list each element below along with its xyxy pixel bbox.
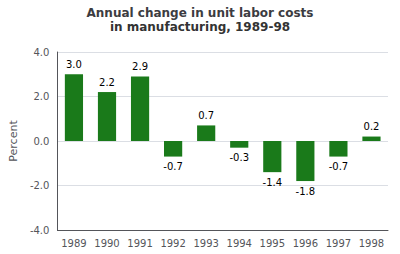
svg-text:in manufacturing, 1989-98: in manufacturing, 1989-98 [110, 20, 290, 34]
svg-text:1990: 1990 [94, 238, 119, 249]
svg-text:-0.3: -0.3 [229, 152, 249, 163]
svg-text:1989: 1989 [61, 238, 86, 249]
svg-text:Percent: Percent [7, 120, 20, 162]
svg-text:0.2: 0.2 [364, 121, 380, 132]
svg-text:1994: 1994 [227, 238, 252, 249]
svg-text:-2.0: -2.0 [30, 180, 50, 191]
svg-text:1995: 1995 [260, 238, 285, 249]
svg-text:2.2: 2.2 [99, 77, 115, 88]
svg-text:1998: 1998 [359, 238, 384, 249]
svg-text:-0.7: -0.7 [163, 161, 183, 172]
svg-text:1991: 1991 [127, 238, 152, 249]
svg-text:3.0: 3.0 [66, 59, 82, 70]
svg-text:-4.0: -4.0 [30, 225, 50, 236]
svg-text:2.9: 2.9 [132, 61, 148, 72]
svg-text:0.0: 0.0 [34, 136, 50, 147]
svg-text:2.0: 2.0 [34, 91, 50, 102]
svg-text:-1.8: -1.8 [296, 186, 316, 197]
svg-text:-0.7: -0.7 [329, 161, 349, 172]
svg-text:1996: 1996 [293, 238, 318, 249]
svg-text:1992: 1992 [160, 238, 185, 249]
svg-text:4.0: 4.0 [34, 47, 50, 58]
svg-text:-1.4: -1.4 [263, 177, 283, 188]
svg-text:1997: 1997 [326, 238, 351, 249]
svg-text:1993: 1993 [193, 238, 218, 249]
svg-text:Annual change in unit labor co: Annual change in unit labor costs [87, 6, 314, 20]
svg-text:0.7: 0.7 [198, 110, 214, 121]
